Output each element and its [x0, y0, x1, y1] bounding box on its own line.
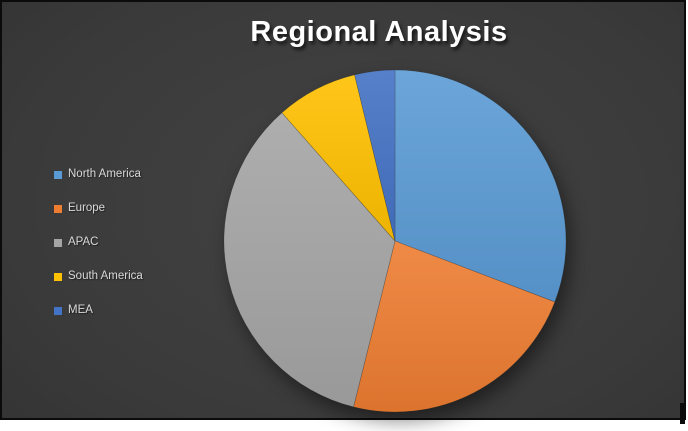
legend-label: MEA	[68, 304, 93, 316]
pie-slice-mea[interactable]	[354, 69, 396, 242]
legend-swatch-apac	[54, 238, 62, 247]
legend-item-mea[interactable]: MEA	[54, 304, 143, 317]
pie-slice-north-america[interactable]	[394, 69, 567, 303]
legend-swatch-south-america	[54, 272, 62, 281]
legend: North America Europe APAC South America …	[54, 168, 143, 338]
legend-label: Europe	[68, 202, 106, 214]
chart-area: Regional Analysis North America Europe A…	[0, 0, 686, 420]
legend-label: APAC	[68, 236, 99, 248]
pie-slices-group	[223, 69, 567, 413]
legend-item-europe[interactable]: Europe	[54, 202, 143, 215]
legend-swatch-europe	[54, 204, 62, 213]
legend-item-apac[interactable]: APAC	[54, 236, 143, 249]
legend-item-north-america[interactable]: North America	[54, 168, 143, 181]
pie-slice-apac[interactable]	[223, 112, 396, 408]
legend-swatch-north-america	[54, 170, 62, 179]
legend-label: South America	[68, 270, 143, 282]
legend-swatch-mea	[54, 306, 62, 315]
legend-label: North America	[68, 168, 141, 180]
pie-slice-south-america[interactable]	[281, 74, 396, 242]
pie-slice-europe[interactable]	[353, 240, 556, 413]
chart-title: Regional Analysis	[250, 16, 508, 48]
pie-chart[interactable]	[222, 68, 568, 414]
legend-item-south-america[interactable]: South America	[54, 270, 143, 283]
border-artifact	[680, 403, 685, 424]
